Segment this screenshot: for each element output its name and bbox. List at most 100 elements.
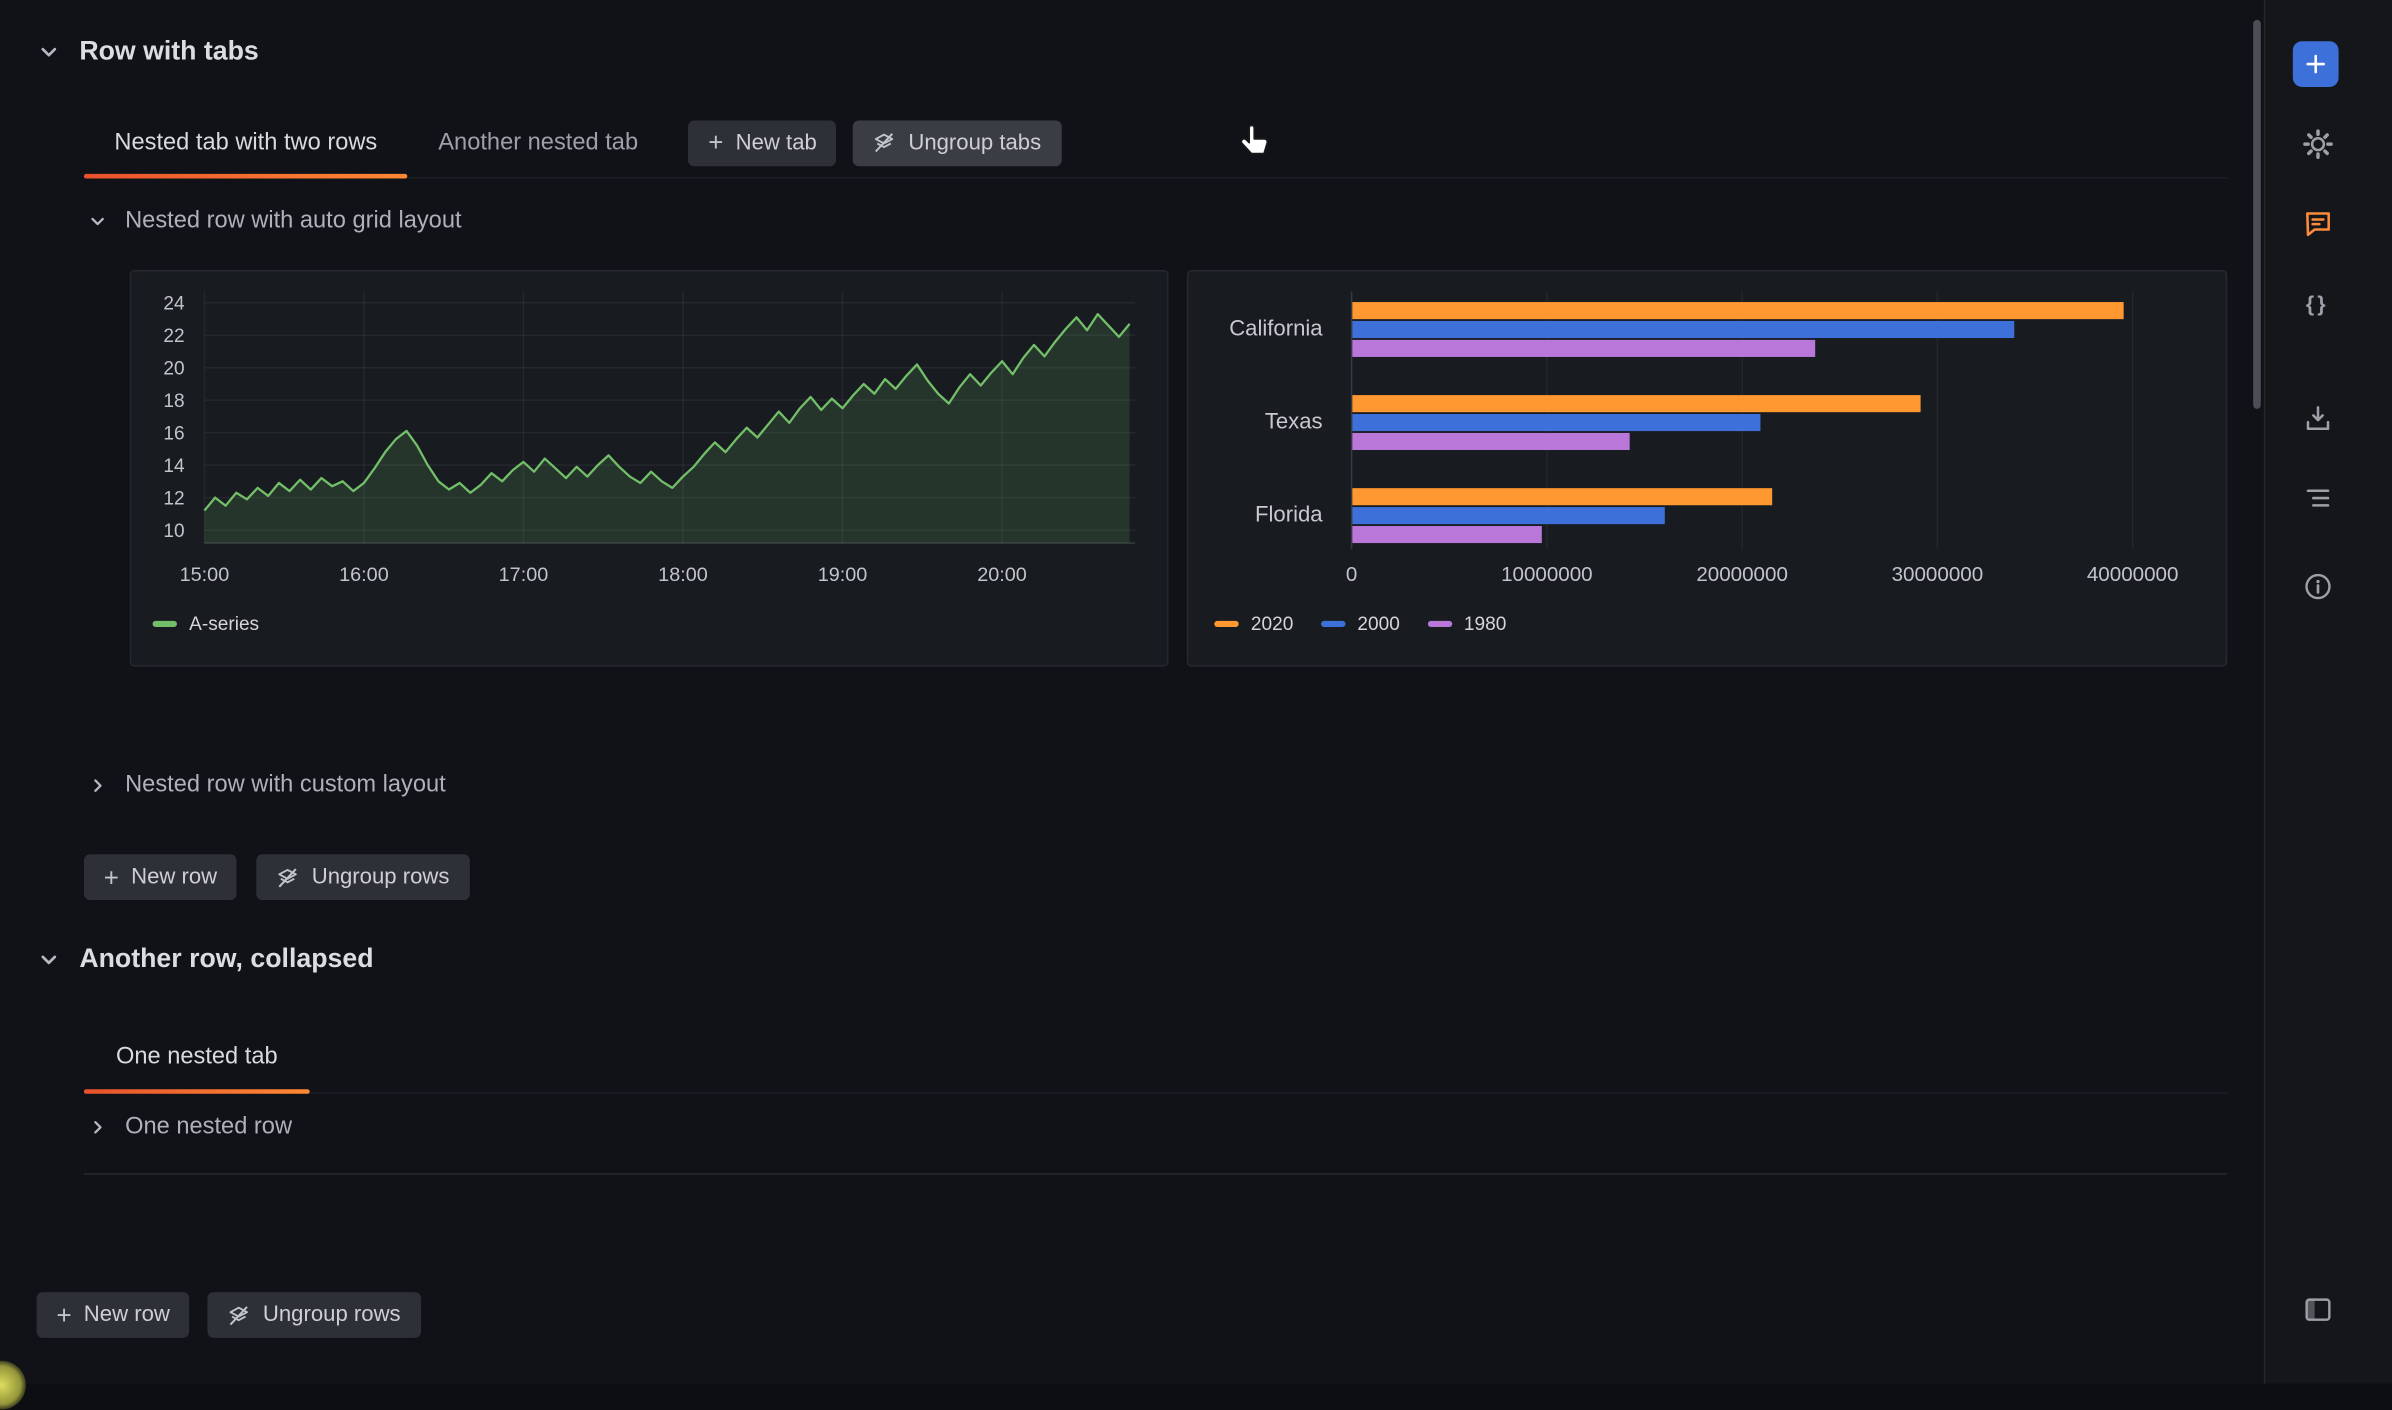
new-row-label: New row xyxy=(83,1302,170,1328)
plus-icon: + xyxy=(708,128,724,158)
legend-swatch xyxy=(1214,620,1239,627)
chevron-down-icon[interactable] xyxy=(37,947,61,971)
legend-swatch xyxy=(1320,620,1346,627)
ungroup-rows-label: Ungroup rows xyxy=(262,1302,401,1328)
svg-text:Florida: Florida xyxy=(1255,502,1323,527)
ungroup-tabs-label: Ungroup tabs xyxy=(908,130,1042,155)
chevron-down-icon xyxy=(85,209,109,233)
legend-swatch xyxy=(1427,620,1452,627)
svg-text:16: 16 xyxy=(163,424,184,445)
plus-icon xyxy=(2306,54,2325,74)
ungroup-rows-button[interactable]: Ungroup rows xyxy=(207,1292,421,1338)
ungroup-tabs-button[interactable]: Ungroup tabs xyxy=(853,119,1061,166)
legend-swatch xyxy=(152,621,177,627)
legend-label: 1980 xyxy=(1463,613,1507,635)
svg-text:10: 10 xyxy=(163,521,184,542)
new-tab-label: New tab xyxy=(735,130,817,155)
row-header-another-collapsed: Another row, collapsed xyxy=(37,943,374,975)
svg-text:10000000: 10000000 xyxy=(1501,563,1593,586)
tab-another-nested[interactable]: Another nested tab xyxy=(408,108,669,177)
ungroup-rows-label: Ungroup rows xyxy=(311,864,450,890)
ungroup-icon xyxy=(278,867,298,887)
svg-text:17:00: 17:00 xyxy=(499,564,549,586)
legend-item[interactable]: A-series xyxy=(152,613,260,635)
tab-label: Nested tab with two rows xyxy=(114,128,378,155)
svg-text:22: 22 xyxy=(163,326,184,347)
legend-label: A-series xyxy=(189,613,260,635)
svg-text:Texas: Texas xyxy=(1265,409,1323,434)
ungroup-rows-button[interactable]: Ungroup rows xyxy=(256,854,470,901)
tab-nested-two-rows[interactable]: Nested tab with two rows xyxy=(83,108,409,179)
row1-actions: + New row Ungroup rows xyxy=(83,854,470,901)
nested-row-custom-layout-header[interactable]: Nested row with custom layout xyxy=(85,771,446,799)
timeseries-legend: A-series xyxy=(152,613,260,635)
scrollbar-thumb[interactable] xyxy=(2253,19,2261,409)
pane-splitter[interactable] xyxy=(2263,0,2266,1384)
new-row-button[interactable]: + New row xyxy=(36,1292,190,1338)
corner-glow xyxy=(0,1360,26,1410)
svg-text:18: 18 xyxy=(163,391,184,412)
legend-item[interactable]: 2020 xyxy=(1214,613,1294,635)
svg-text:16:00: 16:00 xyxy=(339,564,389,586)
one-nested-row-header[interactable]: One nested row xyxy=(85,1114,292,1141)
nested-row-title: Nested row with auto grid layout xyxy=(125,207,462,234)
svg-text:12: 12 xyxy=(163,488,184,509)
new-tab-button[interactable]: + New tab xyxy=(688,119,837,166)
svg-text:14: 14 xyxy=(163,456,185,477)
export-button[interactable] xyxy=(2291,392,2343,444)
toggle-pane-button[interactable] xyxy=(2291,1283,2343,1335)
nested-row-title: Nested row with custom layout xyxy=(125,771,446,798)
svg-text:California: California xyxy=(1229,316,1323,341)
gear-icon xyxy=(2302,128,2333,159)
chevron-right-icon xyxy=(85,1115,109,1139)
row-title: Another row, collapsed xyxy=(79,942,374,974)
timeseries-panel[interactable]: 10 12 14 16 18 20 22 24 15:00 16:00 17:00 18:00 19:0… xyxy=(129,270,1169,667)
row-title: Row with tabs xyxy=(79,35,259,66)
row-divider xyxy=(83,1173,2228,1175)
barchart-legend: 2020 2000 1980 xyxy=(1214,613,1507,635)
tab-one-nested[interactable]: One nested tab xyxy=(83,1022,310,1094)
panel-layout-icon xyxy=(2304,1297,2330,1321)
info-button[interactable] xyxy=(2291,560,2343,612)
chevron-right-icon xyxy=(85,773,109,797)
svg-text:40000000: 40000000 xyxy=(2087,563,2179,586)
braces-icon: {} xyxy=(2305,291,2329,316)
chevron-down-icon[interactable] xyxy=(37,39,61,63)
tab-label: Another nested tab xyxy=(438,128,639,155)
nested-row-auto-grid-header[interactable]: Nested row with auto grid layout xyxy=(85,207,462,234)
barchart-panel[interactable]: 0 10000000 20000000 30000000 40000000 Califor… xyxy=(1186,270,2228,667)
json-model-button[interactable]: {} xyxy=(2291,278,2343,330)
nested-tabbar-2: One nested tab xyxy=(83,1022,2228,1094)
outline-button[interactable] xyxy=(2291,471,2343,523)
list-icon xyxy=(2305,488,2329,506)
bottom-actions: + New row Ungroup rows xyxy=(36,1292,421,1338)
legend-label: 2020 xyxy=(1250,613,1294,635)
edit-pane-sidebar: {} xyxy=(2265,0,2392,1384)
new-row-label: New row xyxy=(131,864,218,890)
barchart-svg: 0 10000000 20000000 30000000 40000000 Califor… xyxy=(1229,291,2179,586)
plus-icon: + xyxy=(56,1300,72,1330)
legend-item[interactable]: 2000 xyxy=(1320,613,1400,635)
svg-text:0: 0 xyxy=(1346,563,1357,586)
svg-text:30000000: 30000000 xyxy=(1892,563,1984,586)
add-panel-button[interactable] xyxy=(2292,41,2339,87)
new-row-button[interactable]: + New row xyxy=(83,854,237,901)
legend-label: 2000 xyxy=(1357,613,1400,635)
legend-item[interactable]: 1980 xyxy=(1427,613,1507,635)
tab-label: One nested tab xyxy=(115,1043,278,1070)
svg-text:15:00: 15:00 xyxy=(180,564,230,586)
download-icon xyxy=(2305,405,2329,430)
svg-text:20: 20 xyxy=(163,359,184,380)
settings-button[interactable] xyxy=(2291,117,2343,169)
plus-icon: + xyxy=(103,862,119,892)
comments-button[interactable] xyxy=(2291,197,2343,249)
row-header-with-tabs: Row with tabs xyxy=(37,35,259,67)
svg-text:18:00: 18:00 xyxy=(658,564,708,586)
nested-row-title: One nested row xyxy=(125,1113,293,1140)
ungroup-icon xyxy=(230,1305,249,1325)
svg-text:19:00: 19:00 xyxy=(818,564,868,586)
ungroup-icon xyxy=(875,133,894,153)
info-icon xyxy=(2304,573,2330,599)
svg-text:24: 24 xyxy=(163,294,185,315)
